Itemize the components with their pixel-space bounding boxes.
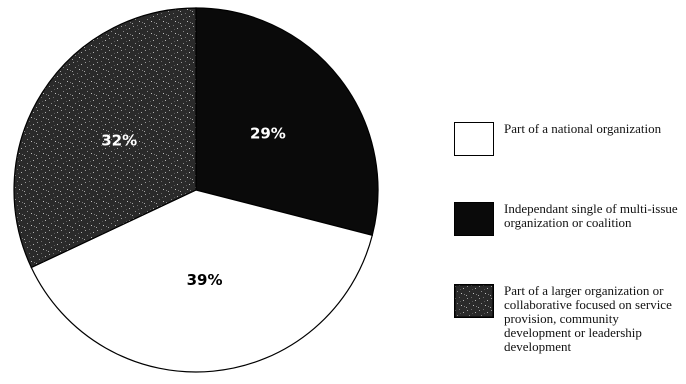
legend-item-national: Part of a national organization [454,122,684,156]
slice-national-label: 39% [187,271,223,289]
legend-swatch-independent [454,202,494,236]
legend-swatch-national [454,122,494,156]
slice-national [30,189,374,373]
chart-legend: Part of a national organization Independ… [454,0,686,384]
legend-label-independent: Independant single of multi-issue organi… [504,201,678,230]
legend-label-national: Part of a national organization [504,121,662,136]
legend-item-independent: Independant single of multi-issue organi… [454,202,684,236]
slice-independent [195,7,379,236]
slice-larger-org-label: 32% [101,132,137,150]
slice-larger-org [13,7,197,269]
slice-independent-label: 29% [250,125,286,143]
legend-label-larger-org: Part of a larger organization or collabo… [504,283,672,354]
legend-item-larger-org: Part of a larger organization or collabo… [454,284,684,354]
pie-chart: 29% 39% 32% [13,7,379,373]
legend-swatch-larger-org [454,284,494,318]
